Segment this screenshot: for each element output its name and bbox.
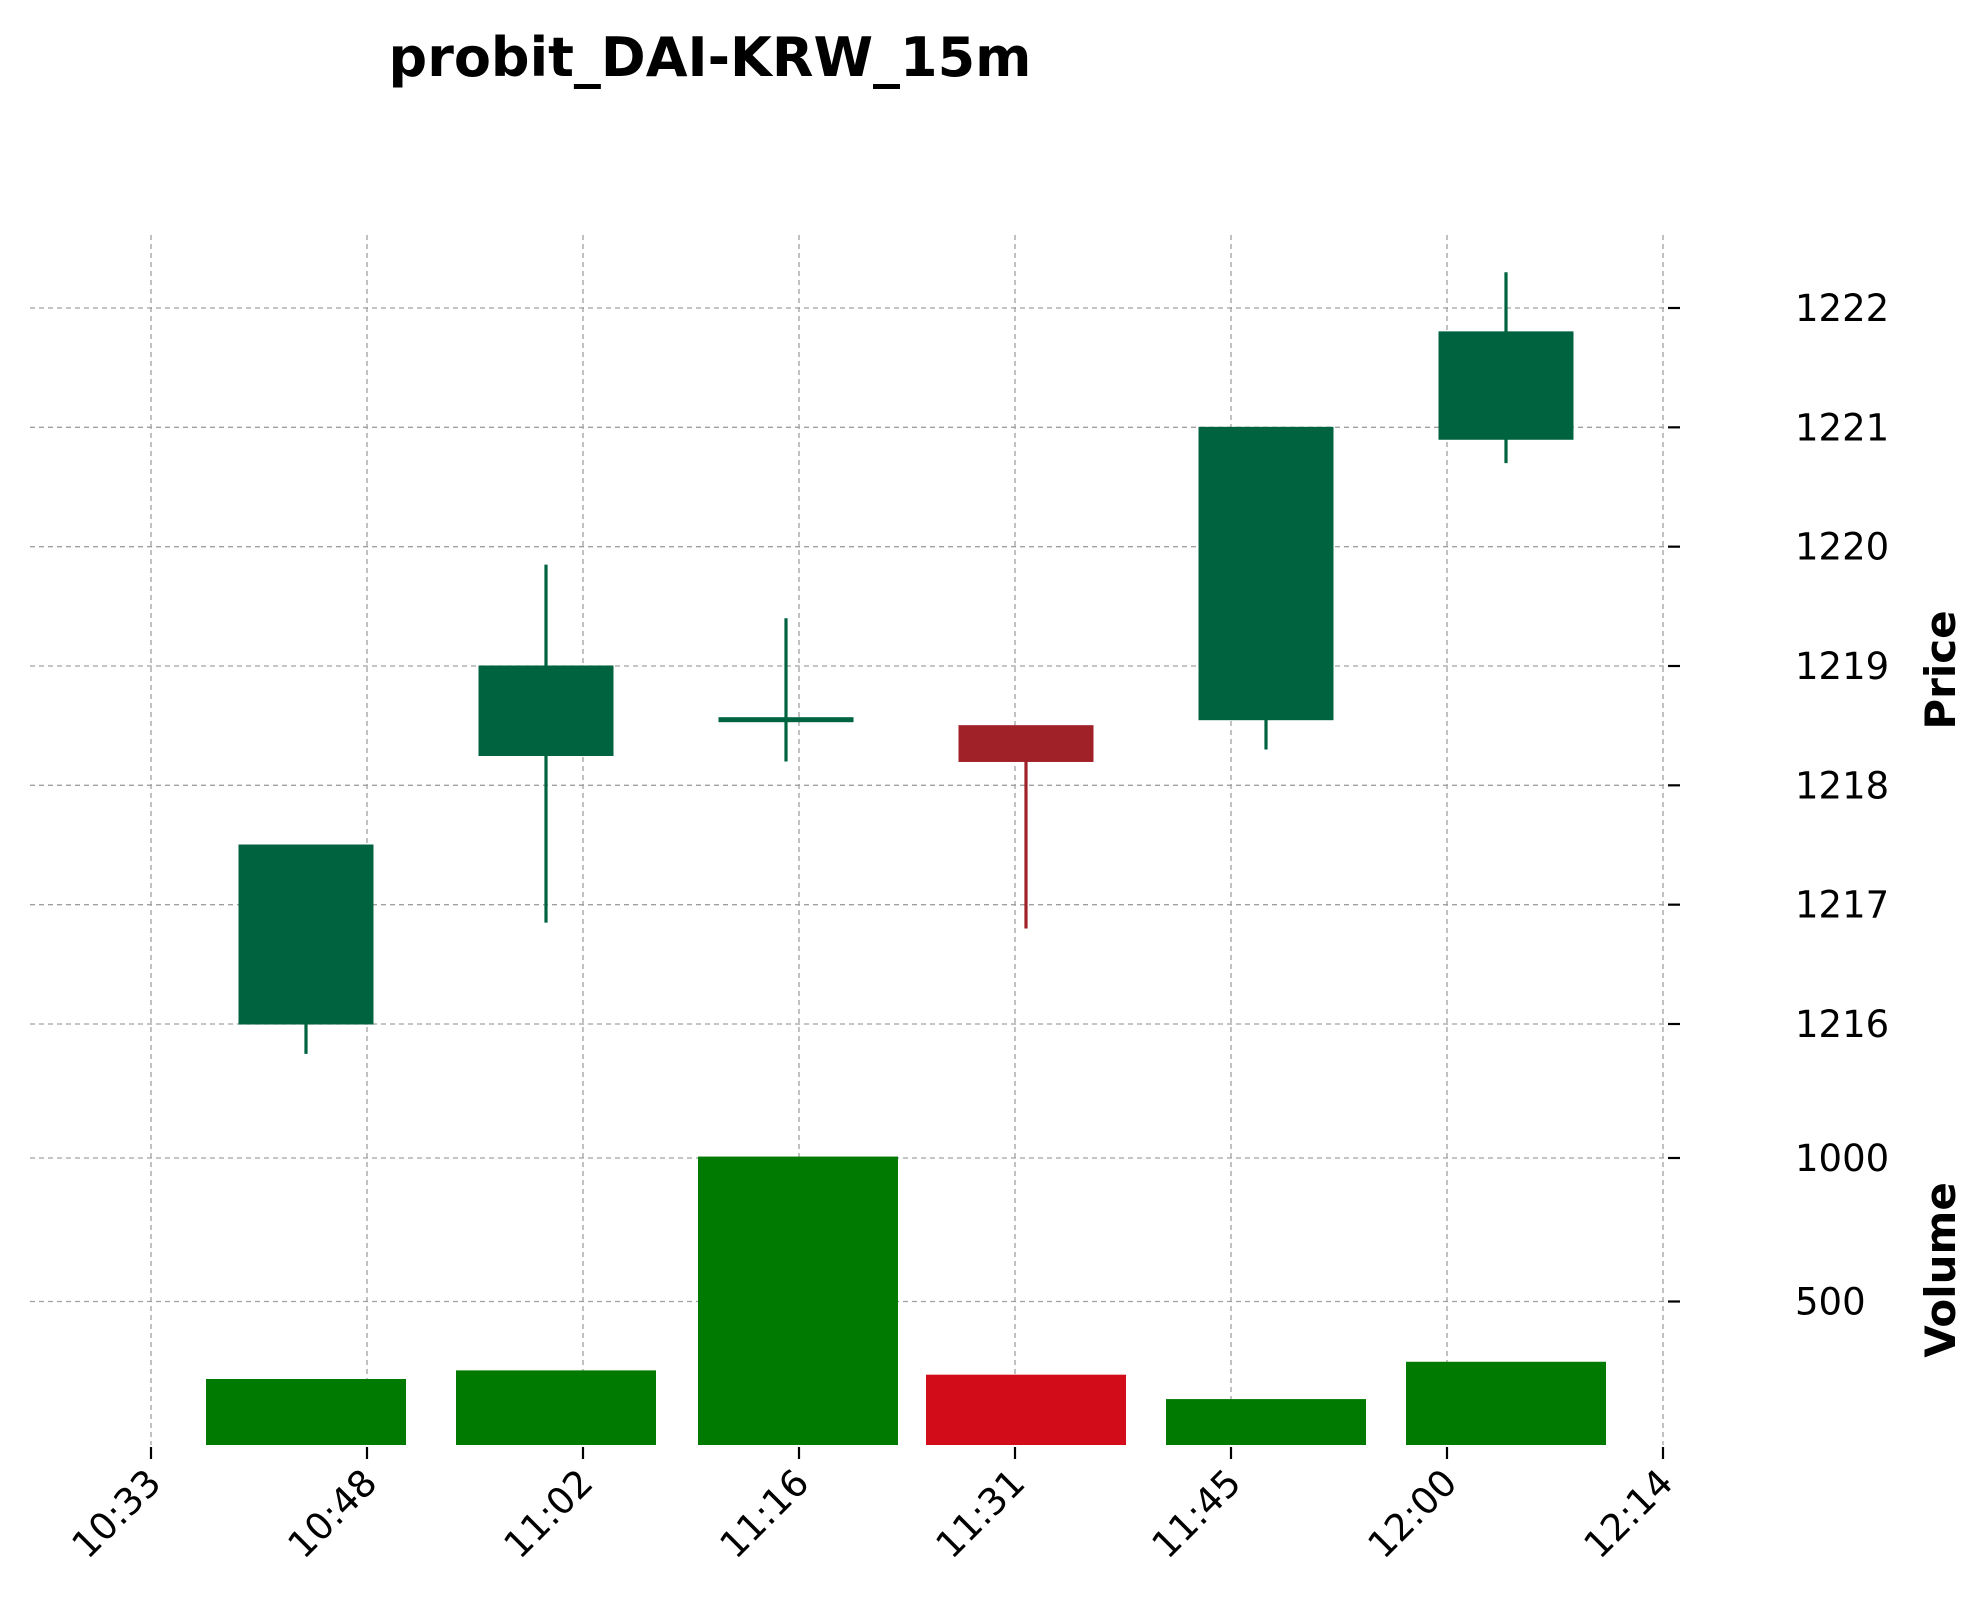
- volume-bar: [698, 1156, 898, 1445]
- price-axis-label: Price: [1916, 610, 1965, 729]
- volume-axis-label: Volume: [1916, 1182, 1965, 1358]
- volume-bar: [456, 1370, 656, 1445]
- price-tick-label: 1217: [1795, 884, 1889, 927]
- volume-bar: [1406, 1361, 1606, 1445]
- price-tick-label: 1221: [1795, 406, 1889, 449]
- time-tick-label: 10:33: [64, 1461, 170, 1567]
- time-tick-label: 11:16: [712, 1461, 818, 1567]
- volume-bar: [926, 1374, 1126, 1445]
- candle-body: [1438, 331, 1574, 440]
- time-tick-label: 10:48: [280, 1461, 386, 1567]
- candle-body: [238, 844, 374, 1025]
- chart-title: probit_DAI-KRW_15m: [389, 26, 1032, 89]
- price-tick-label: 1216: [1795, 1003, 1889, 1046]
- volume-bar: [206, 1378, 406, 1445]
- time-tick-label: 12:14: [1576, 1461, 1682, 1567]
- volume-tick-label: 500: [1795, 1281, 1866, 1324]
- volume-bar: [1166, 1399, 1366, 1445]
- price-tick-label: 1222: [1795, 287, 1889, 330]
- candle-body: [958, 725, 1094, 762]
- price-tick-label: 1219: [1795, 645, 1889, 688]
- price-tick-label: 1218: [1795, 764, 1889, 807]
- price-tick-label: 1220: [1795, 526, 1889, 569]
- volume-bars: [206, 1156, 1606, 1445]
- candles: [238, 272, 1574, 1054]
- candle-body: [718, 717, 854, 723]
- time-tick-label: 12:00: [1360, 1461, 1466, 1567]
- time-tick-label: 11:31: [928, 1461, 1034, 1567]
- candle-body: [1198, 426, 1334, 721]
- candle-body: [478, 665, 614, 756]
- volume-tick-label: 1000: [1795, 1137, 1889, 1180]
- time-tick-label: 11:02: [496, 1461, 602, 1567]
- time-tick-label: 11:45: [1144, 1461, 1250, 1567]
